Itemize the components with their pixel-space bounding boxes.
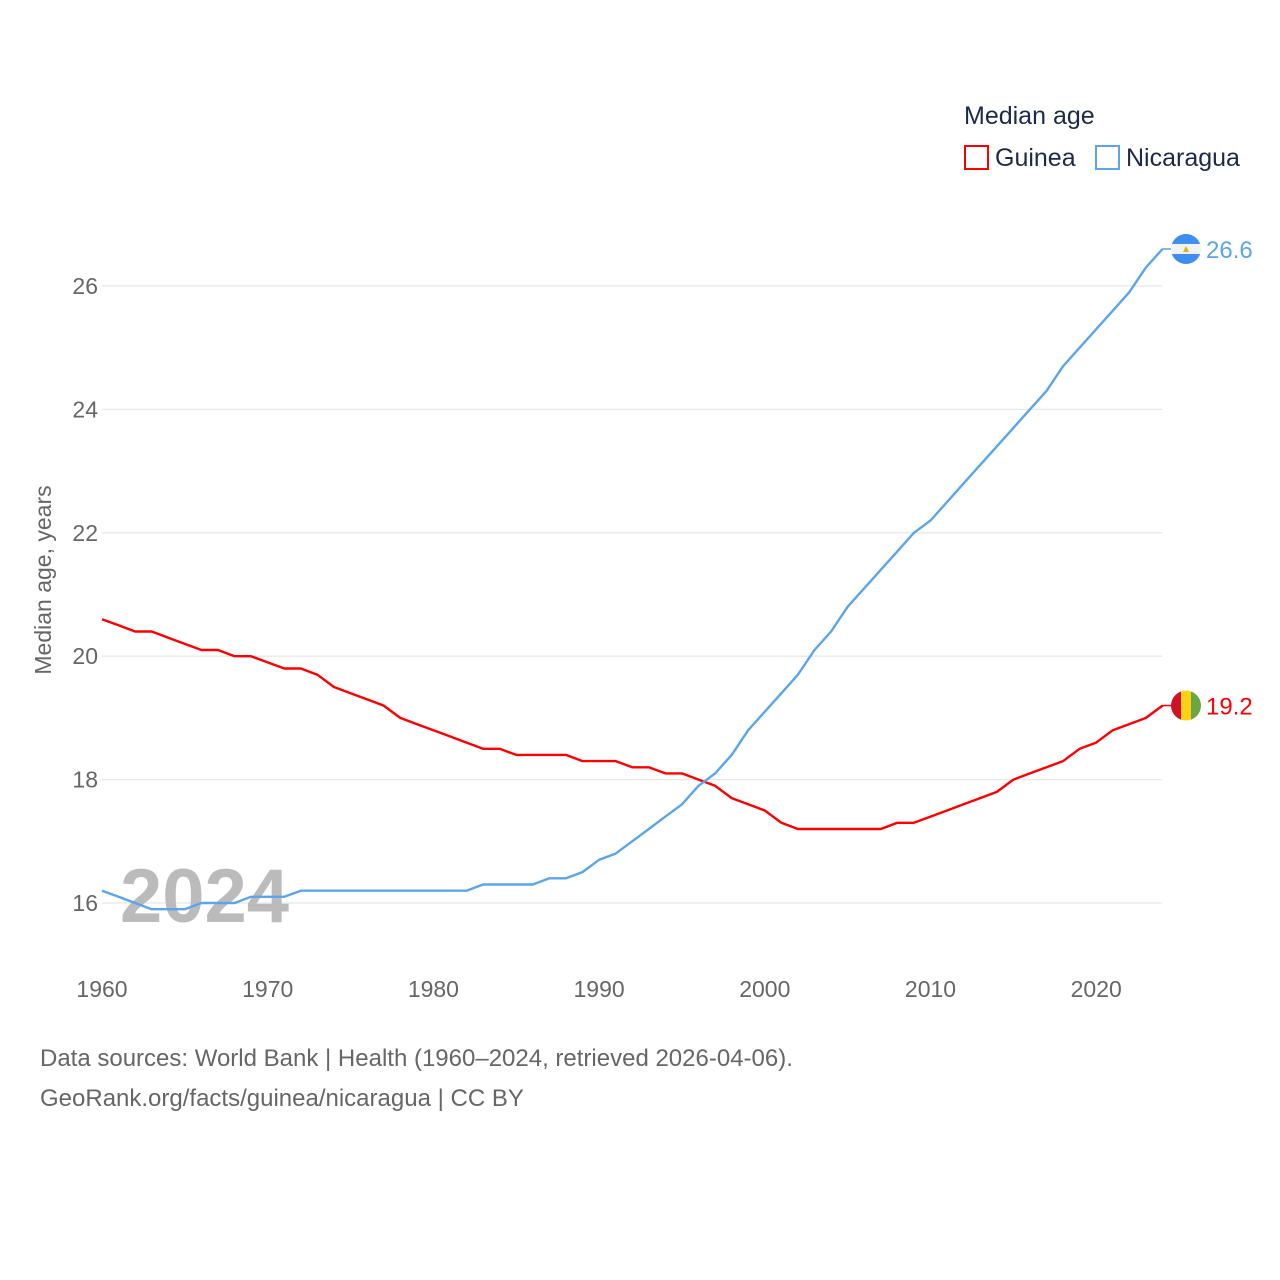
y-tick-label: 24 [72,396,98,422]
y-tick-label: 26 [72,273,98,299]
x-tick-label: 1990 [574,976,625,1002]
y-tick-label: 16 [72,890,98,916]
x-tick-label: 2020 [1071,976,1122,1002]
y-tick-label: 18 [72,767,98,793]
x-tick-label: 1960 [76,976,127,1002]
y-tick-label: 22 [72,520,98,546]
end-value-guinea: 19.2 [1206,694,1253,721]
x-tick-label: 2000 [739,976,790,1002]
flag-nicaragua-icon [1171,233,1201,264]
legend: Median age Guinea Nicaragua [964,102,1240,172]
y-axis-label: Median age, years [30,485,56,674]
legend-label-nicaragua: Nicaragua [1126,144,1240,172]
footer-sources: Data sources: World Bank | Health (1960–… [40,1045,793,1072]
x-tick-label: 1970 [242,976,293,1002]
end-labels: 19.2 26.6 [1162,233,1253,721]
legend-item-nicaragua[interactable]: Nicaragua [1095,144,1240,172]
legend-label-guinea: Guinea [995,144,1076,172]
y-axis-ticks: 16 18 20 22 24 26 [72,273,98,916]
end-value-nicaragua: 26.6 [1206,237,1253,264]
legend-item-guinea[interactable]: Guinea [964,144,1076,172]
x-tick-label: 1980 [408,976,459,1002]
series-lines [101,248,1164,911]
footer-attribution: GeoRank.org/facts/guinea/nicaragua | CC … [40,1085,524,1112]
series-line-guinea [101,618,1164,831]
y-tick-label: 20 [72,643,98,669]
x-tick-label: 2010 [905,976,956,1002]
legend-swatch-nicaragua [1095,145,1120,170]
grid-lines [102,285,1162,904]
flag-guinea-icon [1171,690,1201,721]
x-axis-ticks: 1960 1970 1980 1990 2000 2010 2020 [76,976,1121,1002]
legend-title: Median age [964,102,1095,130]
legend-swatch-guinea [964,145,989,170]
series-line-nicaragua [101,248,1164,911]
